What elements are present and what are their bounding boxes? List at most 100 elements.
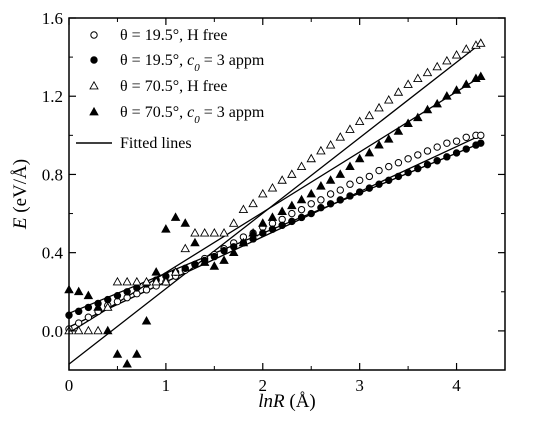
series-1-point [365,172,374,181]
y-axis-title-unit: (eV/Å) [10,159,31,218]
series-4-point [151,267,161,276]
series-3-point [190,227,200,237]
series-4-point [209,261,220,270]
series-4-point [422,104,433,114]
series-2-point [74,307,83,316]
series-3-point [132,276,142,286]
series-1-point [307,200,315,208]
series-2-point [385,176,393,185]
x-axis-title-symbol: lnR [258,391,285,412]
series-3-point [403,79,413,88]
series-4-point [161,224,171,233]
y-tick-label: 0.4 [42,244,64,263]
series-3-point [442,55,452,65]
series-2-point [249,235,257,243]
x-tick-label: 3 [355,376,364,395]
series-2-point [375,180,383,188]
series-3-point [219,227,229,237]
series-3-point [422,67,433,77]
x-tick-label: 4 [452,376,461,395]
legend-item-label: θ = 19.5°, c0 = 3 appm [120,52,265,74]
legend-label-part: = 3 appm [200,52,265,69]
x-tick-label: 1 [162,376,171,395]
series-1-point [477,131,485,140]
series-2-point [123,288,131,296]
series-2-point [317,203,325,212]
x-axis-title: lnR (Å) [258,391,316,412]
legend: θ = 19.5°, H free θ = 19.5°, c0 = 3 appm θ… [76,27,265,152]
series-2-point [452,149,461,157]
series-4-point [383,134,394,143]
series-2-point [113,291,122,300]
legend-label-part: c [187,52,194,69]
series-4-point [287,200,297,210]
legend-label-part: = 3 appm [200,104,265,121]
series-1-point [84,313,93,321]
series-3-point [112,276,123,286]
series-4-point [461,79,472,88]
series-3-point [374,102,384,112]
ticks-group: 0 1 2 3 4 0.0 0.4 0.8 1.2 1.6 [42,9,505,395]
series-4-point [267,212,278,221]
series-1-point [462,133,470,141]
series-4-point [306,188,316,198]
series-3-point [258,188,268,198]
series-1-point [297,205,306,214]
series-1-point [336,186,344,194]
series-4-point [199,257,210,266]
series-4-point [393,126,404,135]
series-2-point [220,247,228,255]
series-3-point [238,204,249,214]
plot-frame [68,17,506,371]
series-1-point [288,209,296,218]
x-tick-label: 2 [259,376,268,395]
series-4-point [258,218,268,227]
series-3-point [345,124,355,133]
y-tick-label: 1.6 [42,9,63,28]
series-2-point [278,221,286,229]
series-3-point [306,153,316,163]
series-3-point [277,175,287,184]
series-3-point [228,218,239,227]
series-3-point [248,198,258,208]
y-axis-title: E (eV/Å) [10,159,31,230]
series-2-point [133,284,141,292]
series-2-point [443,153,451,161]
series-3-point [180,243,191,253]
legend-circle-filled-marker [90,56,98,64]
legend-label-part: Fitted lines [120,135,192,152]
legend-label-part: c [187,104,194,121]
series-3-point [151,276,161,286]
legend-item-label: θ = 70.5°, c0 = 3 appm [120,104,265,126]
series-2-point [336,196,344,204]
series-4-point [190,237,200,247]
legend-label-part: θ = 70.5°, [120,104,187,121]
series-3-point [335,132,346,141]
legend-label-part: θ = 70.5°, H free [120,78,228,95]
series-4-point [296,194,307,204]
series-1-point [433,143,441,151]
series-1-point [443,139,451,147]
series-2-point [394,172,403,181]
series-2-point [423,160,432,169]
y-axis-title-symbol: E [10,217,31,230]
series-4-point [112,349,123,358]
series-3-point [432,61,442,71]
series-2-point [191,260,199,269]
series-3-point [354,116,365,126]
series-2-point [477,139,485,147]
series-1-point [404,155,412,163]
x-tick-label: 0 [65,376,74,395]
y-tick-label: 1.2 [42,87,63,106]
series-4-point [180,218,191,227]
x-axis-title-unit: (Å) [285,391,316,412]
legend-item-label: θ = 19.5°, H free [120,27,228,44]
series-3-point [364,110,375,120]
series-3-point [83,325,94,335]
series-2-point [268,225,277,233]
series-2-point [326,200,335,208]
series-4-point [141,315,152,325]
series-4-point [476,71,486,81]
